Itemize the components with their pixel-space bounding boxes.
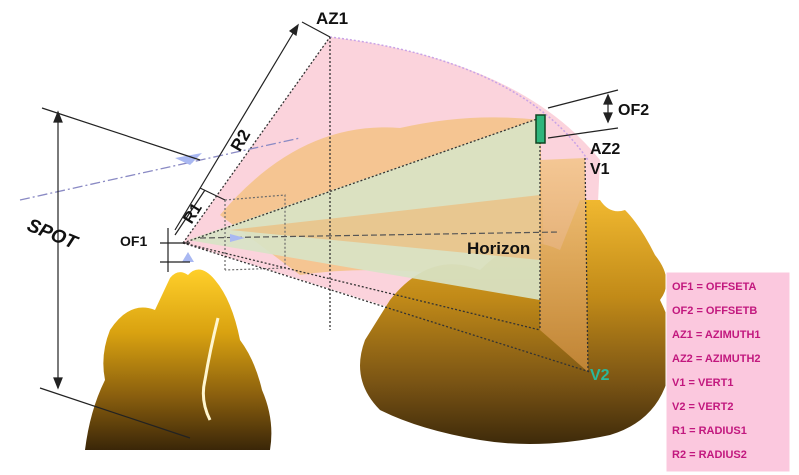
legend-item: R2 = RADIUS2 [672, 449, 747, 461]
left-mountain-crevice [201, 317, 220, 421]
horizon-line [199, 231, 561, 239]
legend-item: OF2 = OFFSETB [672, 305, 757, 317]
label-of2: OF2 [618, 102, 649, 119]
label-az1: AZ1 [316, 9, 348, 28]
radius1-boundary [224, 194, 286, 271]
legend-item: V1 = VERT1 [672, 377, 733, 389]
target-marker [535, 114, 546, 144]
observer-ray [41, 107, 201, 161]
observer-sight-line [19, 137, 301, 201]
vertical-angle-band [188, 118, 540, 300]
legend-item: OF1 = OFFSETA [672, 281, 757, 293]
r1-dimension [174, 187, 226, 236]
cone-outer-arc [329, 36, 589, 161]
label-horizon: Horizon [467, 239, 530, 258]
observer-direction-arrow [175, 153, 202, 165]
right-mountain [360, 200, 674, 444]
observer-up-arrow [182, 252, 194, 262]
label-az2: AZ2 [590, 141, 620, 158]
left-mountain [85, 269, 272, 450]
legend: OF1 = OFFSETA OF2 = OFFSETB AZ1 = AZIMUT… [665, 271, 791, 473]
cone-right-face [540, 158, 588, 372]
of2-dimension [547, 89, 619, 139]
legend-background [665, 271, 791, 473]
spot-dimension [39, 110, 191, 439]
label-v1: V1 [590, 161, 610, 178]
legend-item: AZ1 = AZIMUTH1 [672, 329, 761, 341]
legend-item: AZ2 = AZIMUTH2 [672, 353, 761, 365]
label-v2: V2 [590, 367, 610, 384]
label-of1: OF1 [120, 233, 147, 249]
observer-right-arrow [230, 234, 245, 242]
of1-dimension [160, 228, 190, 272]
cone-boundary-lines [182, 36, 591, 373]
horizon-inner-band [230, 195, 540, 260]
r2-dimension [174, 21, 331, 231]
label-spot: SPOT [24, 215, 81, 254]
legend-item: V2 = VERT2 [672, 401, 733, 413]
legend-item: R1 = RADIUS1 [672, 425, 747, 437]
